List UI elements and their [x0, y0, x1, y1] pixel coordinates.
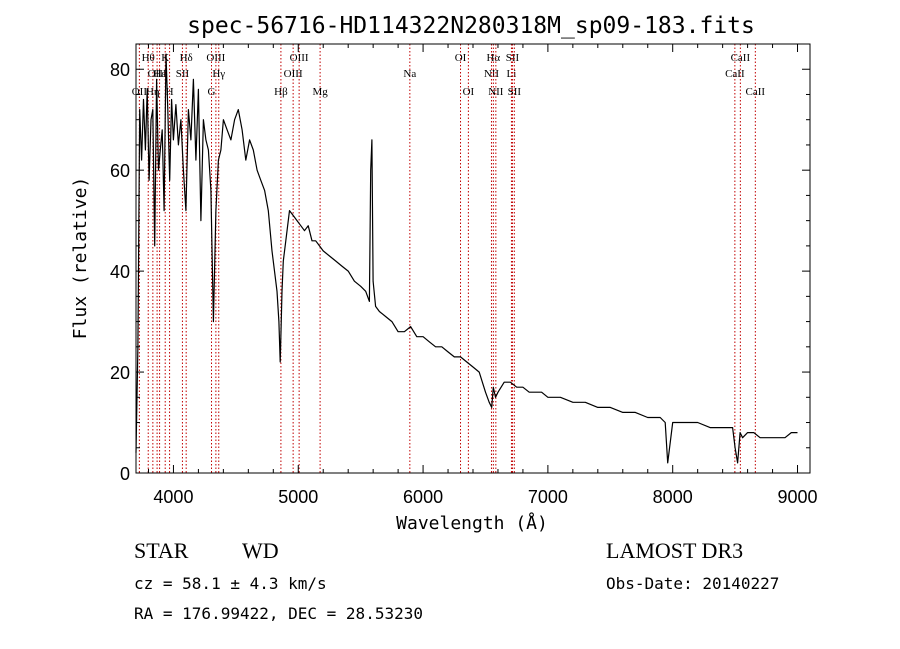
line-label-11: Hγ [212, 68, 225, 80]
chart-title: spec-56716-HD114322N280318M_sp09-183.fit… [187, 13, 755, 39]
ra-dec: RA = 176.99422, DEC = 28.53230 [134, 604, 423, 623]
line-label-2: Hη [146, 86, 160, 98]
y-tick-label-3: 60 [110, 161, 130, 181]
y-axis: 0 20 40 60 80 [110, 43, 810, 484]
line-label-7: SII [176, 68, 190, 80]
x-axis: 4000 5000 6000 7000 8000 9000 [147, 44, 818, 507]
x-tick-label-0: 4000 [153, 487, 193, 507]
line-label-5: K [161, 52, 169, 64]
line-label-14: OIII [290, 52, 309, 64]
line-label-26: CaII [731, 52, 751, 64]
line-label-17: OI [455, 52, 467, 64]
line-label-15: Mg [312, 86, 328, 98]
y-tick-label-1: 20 [110, 363, 130, 383]
y-tick-label-0: 0 [120, 464, 130, 484]
spectral-line-markers: OIIHθHηOIIIHεKHSIIHδGOIIIHγHβOIIIOIIIMgN… [132, 44, 766, 473]
x-tick-label-3: 7000 [528, 487, 568, 507]
line-label-12: Hβ [274, 86, 288, 98]
y-tick-label-4: 80 [110, 60, 130, 80]
spectrum-layer [135, 53, 798, 464]
line-label-13: OIII [284, 68, 303, 80]
object-class: STAR [134, 538, 189, 563]
y-tick-label-2: 40 [110, 262, 130, 282]
object-subclass: WD [242, 538, 279, 563]
line-label-27: CaII [746, 86, 766, 98]
plot-frame [135, 43, 811, 474]
line-label-9: G [208, 86, 216, 98]
line-label-22: Li [507, 68, 517, 80]
x-tick-label-5: 9000 [777, 487, 817, 507]
line-label-18: OI [463, 86, 475, 98]
line-label-21: NII [488, 86, 504, 98]
line-label-20: Hα [486, 52, 500, 64]
line-label-19: NII [484, 68, 500, 80]
line-label-25: CaII [725, 68, 745, 80]
obs-date: Obs-Date: 20140227 [606, 574, 780, 593]
line-label-10: OIII [206, 52, 225, 64]
line-label-1: Hθ [142, 52, 155, 64]
line-label-8: Hδ [180, 52, 193, 64]
spectrum-series [135, 53, 798, 464]
x-tick-label-2: 6000 [403, 487, 443, 507]
line-label-6: H [166, 86, 174, 98]
redshift-cz: cz = 58.1 ± 4.3 km/s [134, 574, 327, 593]
x-tick-label-1: 5000 [278, 487, 318, 507]
x-tick-label-4: 8000 [653, 487, 693, 507]
survey-name: LAMOST DR3 [606, 538, 744, 563]
line-label-4: Hε [153, 68, 166, 80]
line-label-0: OII [132, 86, 148, 98]
line-label-23: SII [506, 52, 520, 64]
x-axis-label: Wavelength (Å) [396, 512, 548, 534]
line-label-3: OIII [148, 68, 167, 80]
line-label-24: SII [508, 86, 522, 98]
line-label-16: Na [403, 68, 416, 80]
y-axis-label: Flux (relative) [70, 177, 91, 340]
